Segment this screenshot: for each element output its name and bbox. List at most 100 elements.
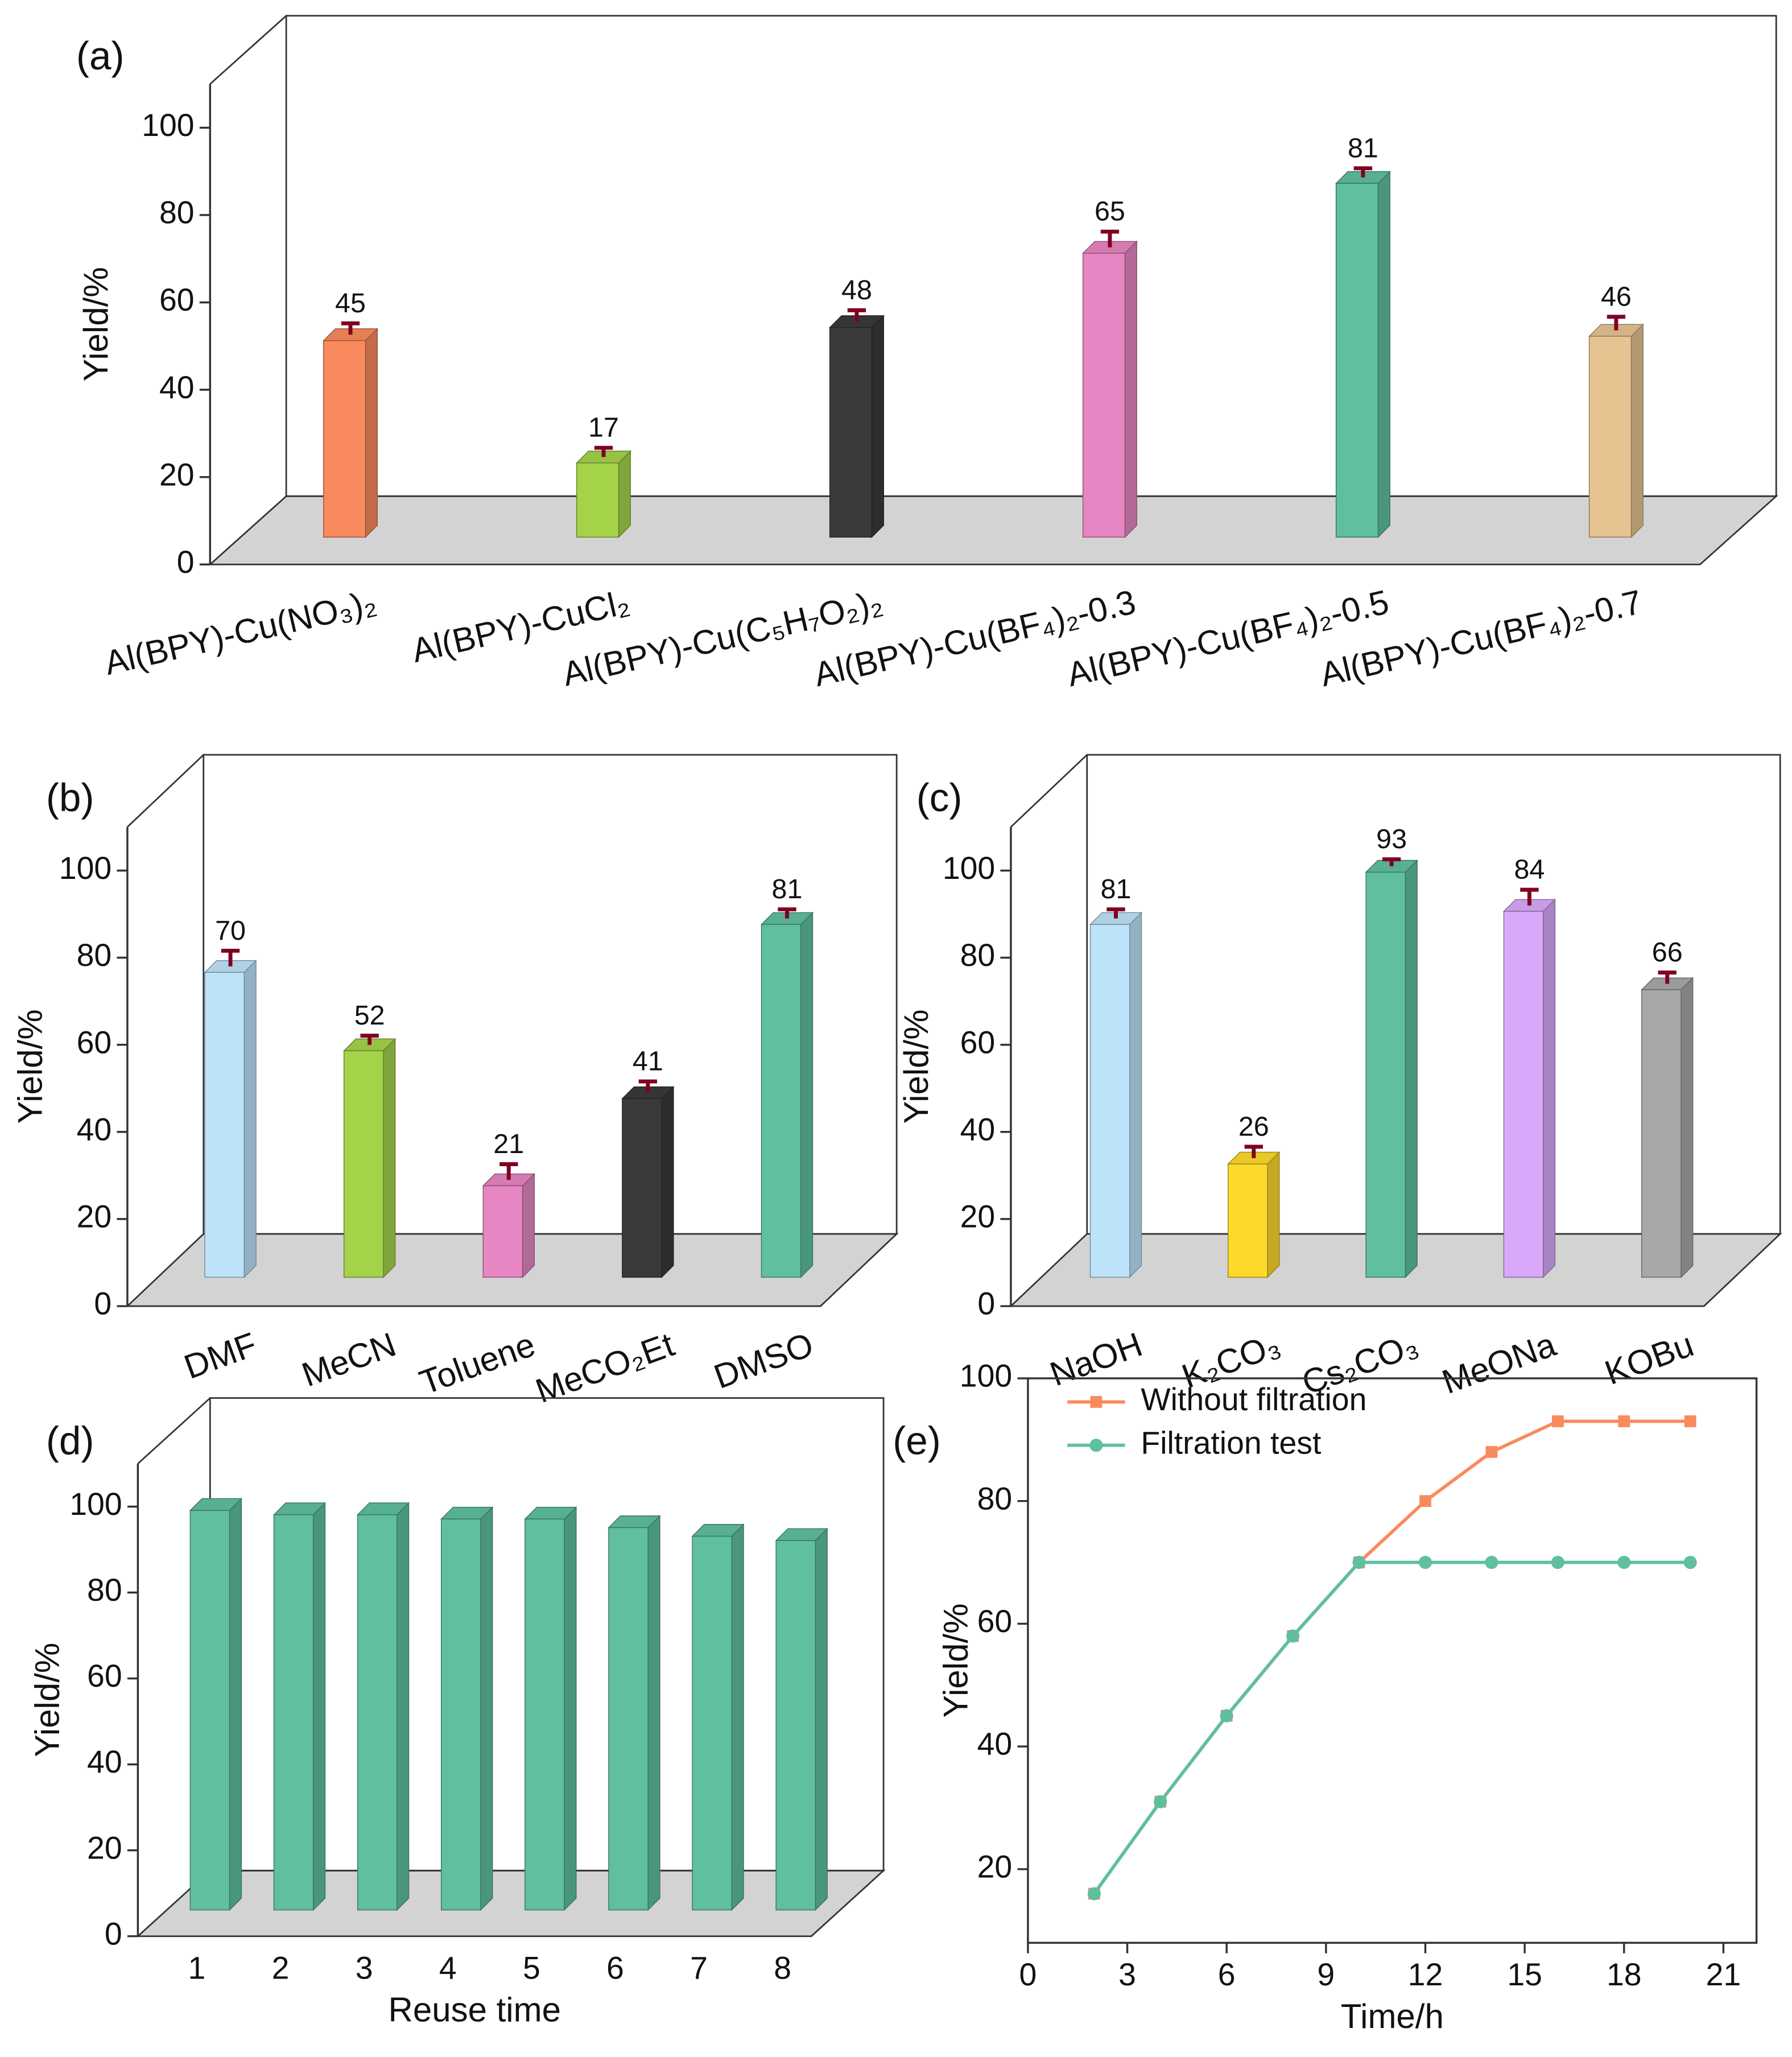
panel: (a) 0 20 40 60 80 100 Yield/% 45 Al(BPY)-Cu(NO₃)₂… — [76, 15, 1778, 694]
error-bar — [1353, 166, 1373, 177]
y-tick-label: 40 — [159, 370, 195, 405]
floor — [135, 1869, 886, 1938]
back-wall — [1086, 754, 1781, 1235]
y-tick-label: 20 — [159, 457, 195, 492]
panel: (e) 0 3 6 9 12 15 18 21 20 40 60 80 100 Time/h Yield/% W… — [893, 1358, 1758, 2035]
marker — [1154, 1795, 1167, 1808]
error-bar — [499, 1162, 518, 1180]
error-bar — [638, 1079, 658, 1093]
bar-side — [1129, 911, 1142, 1278]
legend-label: Without filtration — [1141, 1382, 1366, 1417]
value-label: 81 — [772, 874, 803, 904]
value-label: 84 — [1514, 854, 1545, 885]
x-tick-label: DMF — [179, 1325, 262, 1386]
y-tick-label: 80 — [77, 937, 112, 973]
value-label: 81 — [1348, 133, 1378, 163]
x-tick-label: 3 — [356, 1950, 373, 1985]
error-bar — [1607, 315, 1626, 331]
y-tick-label: 100 — [69, 1486, 122, 1522]
bar-side — [661, 1085, 674, 1278]
x-tick-label: 6 — [606, 1950, 624, 1985]
panel-label: (c) — [916, 775, 963, 820]
bar-side — [1124, 240, 1137, 538]
bar — [1082, 253, 1126, 538]
bar — [775, 1540, 816, 1911]
y-tick-label: 20 — [977, 1849, 1013, 1884]
x-tick-label: 12 — [1408, 1957, 1443, 1992]
y-tick-label: 40 — [77, 1112, 112, 1147]
depth-line — [137, 1397, 211, 1464]
bar-side — [365, 328, 378, 538]
panel: (b) 0 20 40 60 80 100 Yield/% 70 DMF 52 MeCN 21 Tolue… — [11, 754, 899, 1410]
bar-side — [229, 1497, 242, 1911]
y-tick-label: 40 — [87, 1744, 122, 1779]
marker — [1683, 1556, 1697, 1569]
bar — [1503, 911, 1544, 1278]
bar — [1335, 183, 1379, 538]
error-bar — [360, 1034, 379, 1045]
bar-side — [871, 315, 884, 538]
error-bar — [1520, 887, 1539, 906]
bar — [204, 972, 245, 1278]
bar-side — [243, 959, 257, 1278]
back-wall — [285, 15, 1777, 497]
y-tick-label: 60 — [87, 1658, 122, 1693]
legend-marker — [1090, 1396, 1103, 1408]
marker — [1220, 1709, 1233, 1723]
y-tick-label: 80 — [159, 195, 195, 230]
bar-side — [1405, 859, 1418, 1278]
y-tick-label: 60 — [77, 1025, 112, 1060]
error-bar — [778, 907, 796, 919]
bar-side — [1267, 1151, 1280, 1278]
bar — [608, 1527, 649, 1911]
bar — [1089, 924, 1130, 1278]
bar-side — [815, 1527, 828, 1911]
depth-line — [126, 754, 204, 828]
y-tick-label: 40 — [960, 1112, 996, 1147]
value-label: 52 — [354, 1000, 385, 1031]
value-label: 70 — [215, 915, 246, 946]
error-bar — [1382, 857, 1401, 866]
error-bar — [1100, 229, 1120, 247]
y-tick-label: 100 — [960, 1358, 1012, 1394]
value-label: 17 — [588, 412, 619, 443]
value-label: 41 — [633, 1046, 663, 1077]
x-tick-label: 7 — [690, 1950, 708, 1985]
y-tick-label: 60 — [977, 1604, 1013, 1639]
x-tick-label: DMSO — [709, 1325, 818, 1396]
marker — [1286, 1629, 1300, 1643]
y-tick-label: 40 — [977, 1726, 1013, 1762]
marker — [1618, 1415, 1630, 1427]
panel-label: (e) — [893, 1419, 941, 1463]
bar — [273, 1514, 314, 1911]
bar — [343, 1050, 384, 1278]
x-tick-label: 0 — [1019, 1957, 1037, 1992]
bar — [189, 1510, 230, 1911]
bar — [357, 1514, 398, 1911]
value-label: 93 — [1376, 824, 1407, 854]
x-tick-label: 4 — [439, 1950, 457, 1985]
y-tick-label: 60 — [159, 282, 195, 317]
bar-side — [731, 1523, 744, 1911]
bar-side — [1630, 323, 1644, 538]
x-tick-label: KOBu — [1600, 1325, 1698, 1392]
marker — [1352, 1556, 1366, 1569]
panel-label: (b) — [46, 775, 94, 820]
marker — [1419, 1495, 1431, 1507]
bar-side — [522, 1173, 535, 1278]
y-axis-label: Yield/% — [11, 1009, 49, 1123]
y-tick-label: 0 — [177, 544, 195, 580]
bar-side — [647, 1514, 660, 1911]
error-bar — [341, 321, 360, 335]
series-line — [1093, 1419, 1691, 1895]
error-bar — [221, 948, 240, 966]
y-axis-label: Yield/% — [936, 1604, 975, 1718]
value-label: 81 — [1101, 874, 1132, 904]
y-tick-label: 60 — [960, 1025, 996, 1060]
bar — [1588, 336, 1632, 538]
bar-side — [564, 1506, 577, 1911]
bar-side — [313, 1502, 326, 1911]
bar-side — [1377, 170, 1390, 538]
error-bar — [594, 445, 613, 457]
y-tick-label: 0 — [977, 1286, 995, 1321]
